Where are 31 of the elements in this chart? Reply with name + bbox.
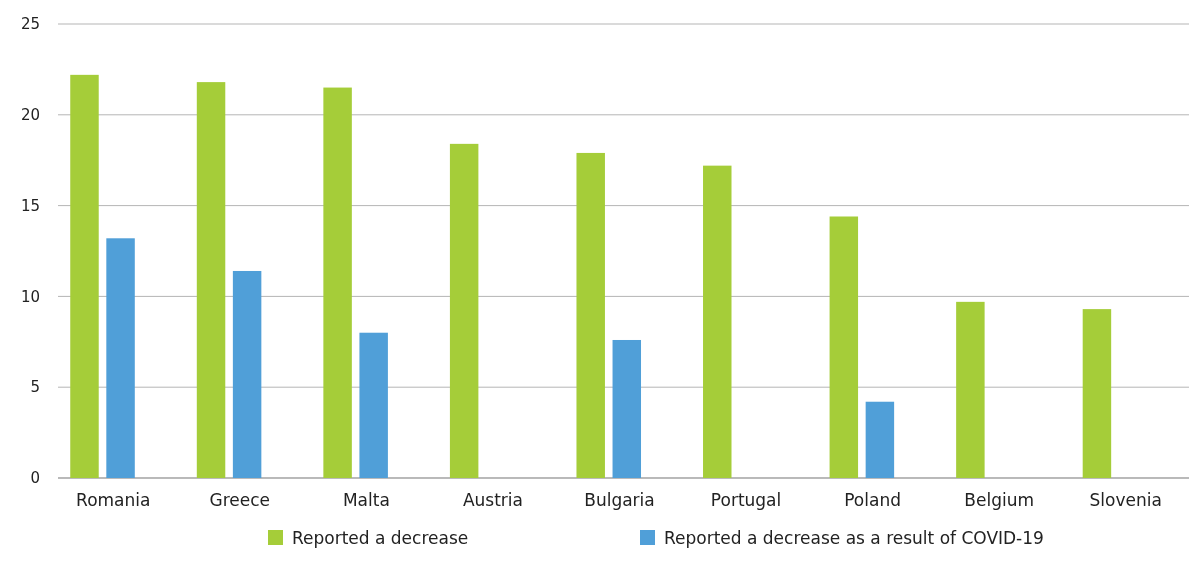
bar: [449, 143, 479, 478]
x-tick-label: Slovenia: [1089, 490, 1162, 510]
x-tick-label: Austria: [462, 490, 523, 510]
legend-label: Reported a decrease as a result of COVID-19: [664, 527, 1044, 548]
legend-label: Reported a decrease: [292, 527, 469, 548]
x-tick-label: Belgium: [964, 490, 1035, 510]
bar: [359, 332, 388, 478]
y-tick-label: 15: [20, 196, 40, 215]
x-tick-label: Romania: [76, 490, 151, 510]
bar: [70, 74, 99, 478]
bar: [106, 238, 135, 478]
x-tick-label: Malta: [342, 490, 390, 510]
y-tick-label: 20: [20, 106, 40, 125]
bar: [196, 82, 226, 478]
y-tick-label: 5: [30, 378, 40, 397]
bar: [1082, 309, 1112, 478]
bar: [612, 339, 642, 478]
bar: [829, 216, 859, 478]
x-tick-label: Bulgaria: [584, 490, 655, 510]
x-tick-label: Poland: [844, 490, 901, 510]
y-tick-label: 25: [20, 15, 40, 34]
bar: [956, 301, 985, 478]
y-tick-label: 0: [30, 469, 40, 488]
x-tick-label: Greece: [209, 490, 271, 510]
bar: [232, 270, 262, 478]
bar: [865, 401, 895, 478]
x-tick-label: Portugal: [710, 490, 782, 510]
bar: [703, 165, 732, 478]
y-tick-label: 10: [20, 287, 40, 306]
bar: [576, 152, 605, 478]
bar: [323, 87, 352, 478]
